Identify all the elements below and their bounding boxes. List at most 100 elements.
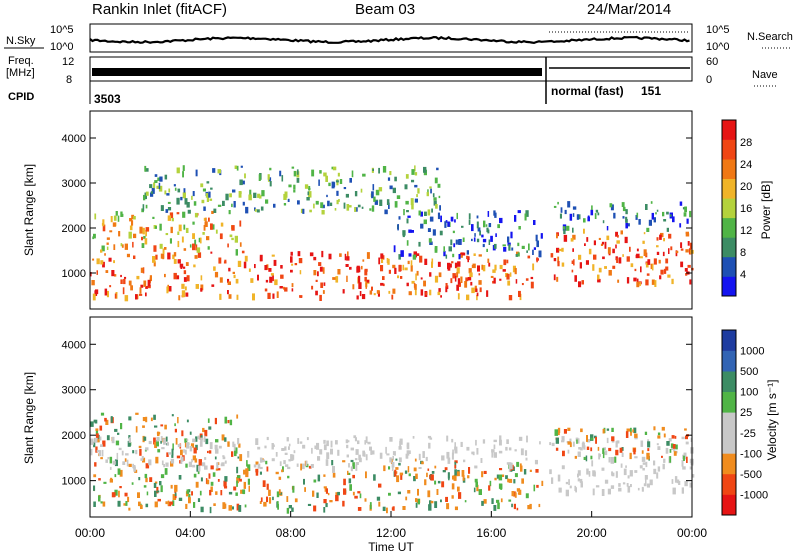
power-cell: [120, 274, 122, 278]
velocity-cell: [445, 496, 448, 502]
velocity-cell: [642, 468, 645, 471]
power-cell: [346, 256, 350, 261]
power-cell: [202, 232, 205, 235]
velocity-cell: [558, 487, 562, 493]
power-cell: [177, 259, 181, 264]
velocity-y-tick-label: 4000: [62, 339, 86, 351]
velocity-cell: [575, 487, 577, 493]
velocity-cell: [407, 466, 410, 473]
velocity-cell: [399, 438, 403, 445]
velocity-cell: [234, 447, 238, 454]
velocity-cell: [415, 498, 418, 502]
beam-title: Beam 03: [355, 1, 415, 18]
power-cell: [109, 285, 112, 288]
power-cell: [410, 198, 414, 206]
power-cell: [645, 279, 649, 286]
velocity-cell: [154, 425, 158, 428]
power-cell: [655, 212, 657, 215]
power-cell: [517, 242, 520, 247]
velocity-cell: [276, 491, 280, 498]
velocity-cell: [204, 429, 208, 437]
power-cell: [532, 263, 535, 271]
velocity-cell: [357, 491, 361, 494]
velocity-cell: [376, 496, 381, 501]
power-cell: [240, 165, 243, 168]
power-cell: [587, 216, 590, 222]
velocity-cell: [194, 458, 198, 463]
velocity-cell: [259, 457, 263, 463]
velocity-cell: [266, 436, 269, 441]
velocity-cell: [272, 496, 274, 501]
power-cell: [391, 294, 394, 300]
power-cell: [532, 249, 534, 255]
velocity-cell: [428, 442, 431, 449]
velocity-cell: [221, 434, 225, 441]
velocity-cell: [434, 480, 437, 485]
velocity-cell: [629, 452, 632, 460]
power-cell: [457, 278, 460, 285]
velocity-cell: [666, 441, 670, 446]
power-cell: [424, 258, 428, 265]
velocity-cell: [266, 466, 269, 472]
power-cell: [257, 193, 261, 198]
velocity-cell: [95, 428, 99, 431]
power-cell: [219, 293, 222, 300]
power-cell: [357, 275, 361, 283]
velocity-cell: [364, 440, 367, 445]
power-cell: [528, 243, 530, 251]
power-cell: [642, 240, 645, 244]
power-cell: [242, 180, 245, 185]
power-cell: [379, 199, 383, 206]
power-cell: [665, 258, 669, 264]
power-cell: [557, 261, 560, 267]
power-cell: [164, 247, 167, 250]
power-cell: [143, 280, 147, 287]
power-cell: [291, 288, 294, 292]
velocity-cell: [170, 461, 174, 467]
velocity-cell: [275, 452, 278, 457]
power-cell: [176, 167, 180, 174]
power-cell: [373, 293, 376, 296]
power-cell: [445, 286, 448, 293]
velocity-cell: [233, 443, 236, 451]
power-y-axis-title: Slant Range [km]: [22, 164, 36, 256]
velocity-cell: [335, 440, 338, 445]
power-cell: [339, 253, 342, 257]
power-cell: [293, 184, 296, 190]
velocity-cell: [494, 477, 497, 481]
velocity-cell: [100, 501, 103, 504]
power-cell: [470, 281, 473, 286]
power-cell: [563, 234, 568, 242]
power-cell: [405, 174, 409, 179]
velocity-cell: [224, 437, 227, 442]
velocity-cell: [311, 447, 313, 454]
power-cell: [570, 238, 574, 242]
power-cell: [249, 189, 252, 196]
power-cell: [662, 211, 665, 217]
velocity-cell: [408, 473, 411, 477]
power-cell: [482, 238, 487, 243]
power-cell: [488, 239, 491, 245]
power-cell: [293, 190, 296, 193]
power-cell: [182, 192, 186, 199]
velocity-cell: [148, 459, 152, 466]
power-cell: [177, 240, 180, 248]
velocity-cell: [358, 454, 361, 461]
velocity-cell: [369, 446, 372, 451]
velocity-cell: [167, 501, 172, 507]
power-cell: [452, 253, 455, 258]
power-cell: [219, 277, 223, 283]
power-cell: [437, 291, 441, 296]
power-cell: [200, 275, 203, 281]
nave-tick-top: 60: [706, 56, 718, 68]
velocity-cell: [306, 437, 309, 441]
power-cell: [429, 216, 434, 222]
power-cell: [621, 202, 625, 207]
power-cell: [185, 227, 189, 233]
power-cell: [143, 194, 146, 201]
power-cell: [241, 250, 245, 254]
power-cell: [162, 248, 165, 254]
velocity-cell: [243, 469, 245, 475]
velocity-cell: [105, 459, 108, 463]
power-cell: [90, 272, 92, 277]
